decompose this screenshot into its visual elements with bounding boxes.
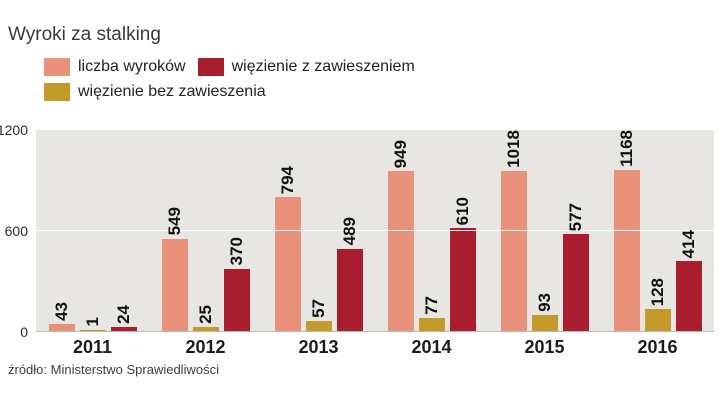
bar-cell: 1 (79, 130, 106, 331)
legend-item: więzienie z zawieszeniem (197, 58, 415, 76)
bar-value-label: 414 (679, 229, 698, 259)
bar (500, 170, 527, 331)
legend-swatch (197, 58, 224, 76)
bar-group: 949 77 610 (387, 130, 476, 331)
x-axis-category-label: 2016 (637, 337, 678, 357)
bar-cell: 610 (449, 130, 476, 331)
bar-value-label: 1168 (617, 130, 636, 167)
bar-cell: 77 (418, 130, 445, 331)
legend-swatch (44, 58, 70, 76)
bar-cell: 24 (110, 130, 137, 331)
bar (531, 315, 558, 331)
bar (274, 197, 301, 331)
x-axis-category-label: 2012 (185, 337, 226, 357)
y-axis: 0 600 1200 (0, 122, 32, 340)
legend-item: liczba wyroków (44, 58, 186, 76)
bar (161, 238, 188, 331)
bar-group: 1018 93 577 (500, 130, 589, 331)
source-note: źródło: Ministerstwo Sprawiedliwości (8, 362, 219, 377)
bar-value-label: 489 (340, 217, 359, 246)
legend-item-label: liczba wyroków (78, 58, 186, 75)
y-axis-tick-label: 600 (4, 223, 28, 239)
bar-group: 794 57 489 (274, 130, 363, 331)
bar (48, 323, 75, 331)
bar (675, 261, 702, 331)
legend-item-label: więzienie z zawieszeniem (231, 58, 415, 75)
y-axis-tick-label: 1200 (0, 122, 28, 138)
bar-cell: 25 (192, 130, 219, 331)
bar-cell: 414 (675, 130, 702, 331)
x-axis-category-label: 2014 (411, 337, 452, 357)
bar-value-label: 77 (422, 296, 441, 316)
bar-value-label: 43 (52, 301, 71, 321)
legend-swatch (44, 83, 70, 101)
legend: liczba wyroków więzienie z zawieszeniem wi… (44, 58, 544, 101)
bar-value-label: 794 (278, 165, 297, 195)
bar-cell: 1018 (500, 130, 527, 331)
bar-cell: 949 (387, 130, 414, 331)
bar-cell: 370 (223, 130, 250, 331)
bar (192, 326, 219, 331)
bar (387, 171, 414, 331)
bar (305, 321, 332, 331)
bar-value-label: 549 (165, 207, 184, 236)
x-axis-category-label: 2015 (524, 337, 565, 357)
bar-value-label: 24 (114, 305, 133, 324)
bar-cell: 577 (562, 130, 589, 331)
bar-value-label: 1018 (504, 130, 523, 168)
bar-cell: 1168 (613, 130, 640, 331)
bar-value-label: 577 (566, 202, 585, 231)
bar-group: 1168 128 414 (613, 130, 702, 331)
plot-area: 43 1 24 549 25 370 794 57 489 949 77 610 1018 93 577 11… (36, 130, 714, 332)
x-axis: 2011 2012 2013 2014 2015 2016 (36, 337, 714, 358)
bar (110, 326, 137, 331)
bar-cell: 128 (644, 130, 671, 331)
bar-cell: 57 (305, 130, 332, 331)
x-axis-category-label: 2013 (298, 337, 339, 357)
bar-cell: 794 (274, 130, 301, 331)
bar-value-label: 949 (391, 139, 410, 169)
bar-cell: 549 (161, 130, 188, 331)
legend-item: więzienie bez zawieszenia (44, 83, 266, 101)
y-axis-tick-label: 0 (20, 324, 28, 340)
bar (336, 248, 363, 331)
bar-cell: 43 (48, 130, 75, 331)
bar (418, 318, 445, 331)
bar (613, 169, 640, 331)
bar-value-label: 370 (227, 237, 246, 266)
bar (449, 228, 476, 331)
bar-group: 43 1 24 (48, 130, 137, 331)
bar (644, 309, 671, 331)
bar (223, 268, 250, 331)
bar-value-label: 93 (535, 293, 554, 313)
bar-group: 549 25 370 (161, 130, 250, 331)
bar-cell: 489 (336, 130, 363, 331)
x-axis-category-label: 2011 (72, 337, 113, 357)
gridline (36, 229, 714, 231)
bar-value-label: 128 (648, 278, 667, 307)
bar (79, 329, 106, 331)
bar-value-label: 1 (83, 317, 102, 327)
bar-cell: 93 (531, 130, 558, 331)
legend-item-label: więzienie bez zawieszenia (78, 83, 266, 100)
bar (562, 233, 589, 331)
bar-value-label: 57 (309, 299, 328, 319)
chart-title: Wyroki za stalking (8, 24, 161, 45)
bar-value-label: 25 (196, 304, 215, 324)
bar-value-label: 610 (453, 196, 472, 226)
